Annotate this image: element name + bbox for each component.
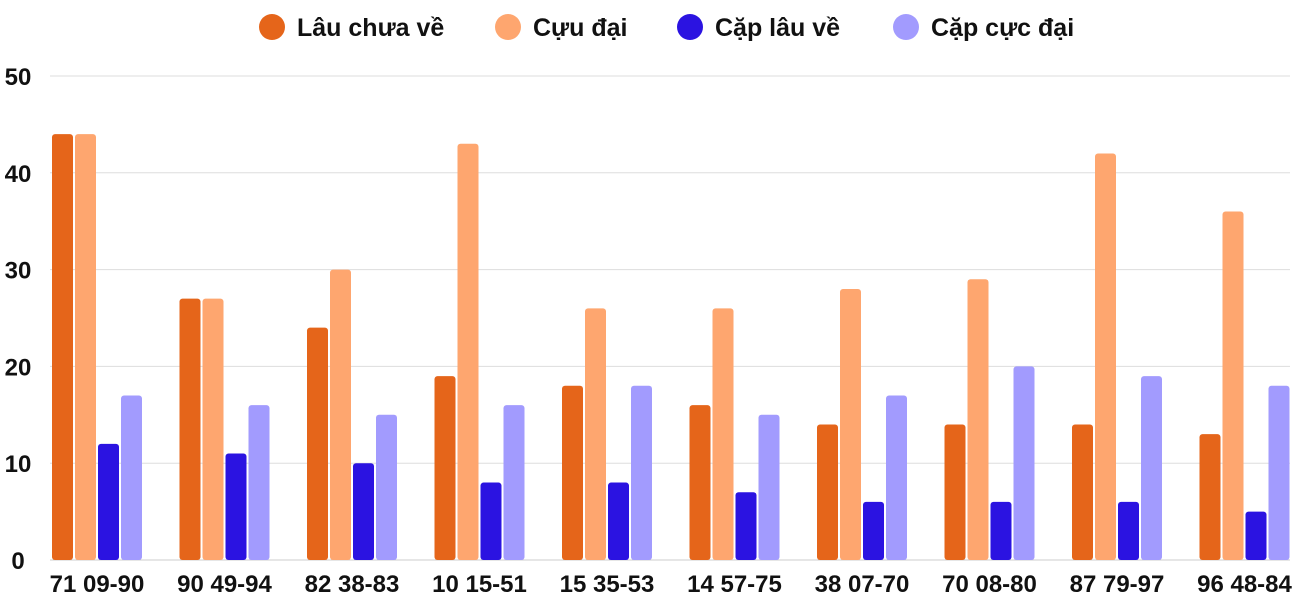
- bar-1-9[interactable]: [1072, 424, 1093, 560]
- x-tick-label: 14 57-75: [687, 571, 782, 598]
- legend-item-1[interactable]: Lâu chưa về: [259, 14, 444, 42]
- bar-4-4[interactable]: [503, 405, 525, 560]
- bar-2-2[interactable]: [202, 298, 224, 560]
- y-tick-label: 30: [5, 258, 32, 285]
- x-tick-label: 96 48-84: [1197, 571, 1292, 598]
- bar-1-10[interactable]: [1199, 434, 1221, 560]
- bar-4-3[interactable]: [376, 414, 397, 560]
- bar-2-4[interactable]: [457, 143, 479, 560]
- bar-3-8[interactable]: [990, 501, 1012, 560]
- bar-1-8[interactable]: [944, 424, 966, 560]
- bar-3-5[interactable]: [608, 482, 629, 560]
- bar-1-4[interactable]: [434, 376, 456, 560]
- legend-swatch: [495, 14, 521, 40]
- legend-swatch: [259, 14, 285, 40]
- bar-4-10[interactable]: [1268, 385, 1290, 560]
- bar-1-6[interactable]: [689, 405, 711, 560]
- bars: [52, 134, 1290, 560]
- bar-1-3[interactable]: [307, 327, 328, 560]
- x-axis: 71 09-90 90 49-94 82 38-83 10 15-51 15 35-53…: [50, 571, 1293, 598]
- bar-4-2[interactable]: [248, 405, 270, 560]
- bar-3-9[interactable]: [1118, 501, 1139, 560]
- bar-4-1[interactable]: [121, 395, 142, 560]
- y-tick-label: 0: [11, 548, 24, 575]
- bar-4-7[interactable]: [886, 395, 907, 560]
- bar-3-2[interactable]: [225, 453, 247, 560]
- bar-4-9[interactable]: [1141, 376, 1162, 560]
- legend-label: Cựu đại: [533, 14, 628, 42]
- legend-label: Lâu chưa về: [297, 14, 444, 42]
- bar-1-7[interactable]: [817, 424, 838, 560]
- x-tick-label: 90 49-94: [177, 571, 272, 598]
- legend-item-2[interactable]: Cựu đại: [495, 14, 628, 42]
- bar-2-7[interactable]: [840, 288, 861, 560]
- bar-2-1[interactable]: [75, 134, 96, 560]
- bar-2-9[interactable]: [1095, 153, 1116, 560]
- x-tick-label: 10 15-51: [432, 571, 527, 598]
- y-tick-label: 50: [5, 64, 32, 91]
- bar-2-6[interactable]: [712, 308, 734, 560]
- y-tick-label: 40: [5, 161, 32, 188]
- legend-item-3[interactable]: Cặp lâu về: [677, 14, 840, 42]
- legend: Lâu chưa về Cựu đại Cặp lâu về Cặp cực đại: [259, 14, 1074, 42]
- bar-3-4[interactable]: [480, 482, 502, 560]
- bar-3-3[interactable]: [353, 463, 374, 560]
- bar-3-6[interactable]: [735, 492, 757, 560]
- legend-item-4[interactable]: Cặp cực đại: [893, 14, 1074, 42]
- y-tick-label: 10: [5, 451, 32, 478]
- legend-swatch: [893, 14, 919, 40]
- bar-3-1[interactable]: [98, 443, 119, 560]
- x-tick-label: 71 09-90: [50, 571, 145, 598]
- y-tick-label: 20: [5, 354, 32, 381]
- x-tick-label: 70 08-80: [942, 571, 1037, 598]
- bar-4-6[interactable]: [758, 414, 780, 560]
- x-tick-label: 82 38-83: [305, 571, 400, 598]
- bar-1-1[interactable]: [52, 134, 73, 560]
- bar-4-8[interactable]: [1013, 366, 1035, 560]
- x-tick-label: 87 79-97: [1070, 571, 1165, 598]
- x-tick-label: 15 35-53: [560, 571, 655, 598]
- bar-1-5[interactable]: [562, 385, 583, 560]
- bar-3-10[interactable]: [1245, 511, 1267, 560]
- bar-2-3[interactable]: [330, 269, 351, 560]
- x-tick-label: 38 07-70: [815, 571, 910, 598]
- bar-1-2[interactable]: [179, 298, 201, 560]
- bar-2-8[interactable]: [967, 279, 989, 560]
- legend-swatch: [677, 14, 703, 40]
- legend-label: Cặp cực đại: [931, 14, 1074, 42]
- legend-label: Cặp lâu về: [715, 14, 840, 42]
- bar-2-10[interactable]: [1222, 211, 1244, 560]
- bar-2-5[interactable]: [585, 308, 606, 560]
- bar-3-7[interactable]: [863, 501, 884, 560]
- bar-4-5[interactable]: [631, 385, 652, 560]
- y-axis: 0 10 20 30 40 50: [5, 64, 32, 575]
